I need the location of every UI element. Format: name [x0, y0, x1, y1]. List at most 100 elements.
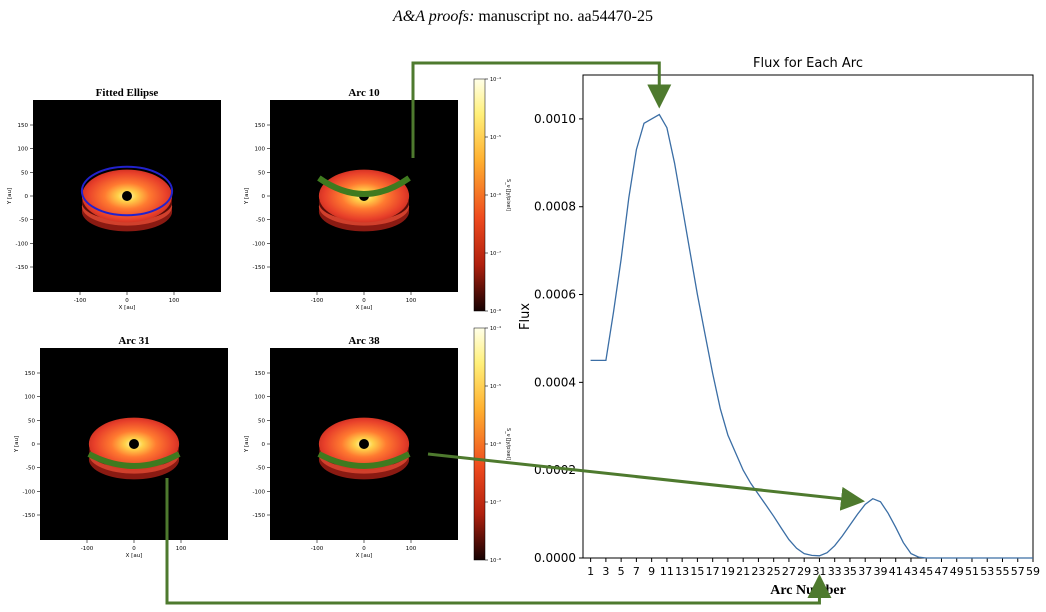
x-tick-label: 17: [706, 565, 720, 578]
x-tick-label: 47: [934, 565, 948, 578]
image-panel: Arc 38 150 100 50 0 -50 -100 -150 -100 0 100 X [au]…: [244, 335, 458, 559]
x-tick-label: 31: [812, 565, 826, 578]
y-tick-label: -150: [23, 513, 36, 519]
x-tick-label: -100: [311, 546, 324, 552]
arc-highlight: [317, 175, 411, 197]
arc-highlight: [317, 451, 411, 469]
x-tick-label: 1: [587, 565, 594, 578]
x-tick-label: -100: [311, 298, 324, 304]
x-tick-label: 0: [362, 298, 366, 304]
panel-title: Arc 10: [348, 87, 380, 99]
flux-chart: Flux for Each Arc0.00000.00020.00040.000…: [518, 56, 1040, 598]
x-axis-label: X [au]: [126, 553, 143, 559]
y-tick-label: 0.0006: [534, 288, 576, 302]
colorbar-tick-label: 10⁻⁶: [490, 193, 501, 199]
colorbar-gradient: [473, 78, 486, 312]
central-star-mask: [129, 439, 139, 449]
x-tick-label: 23: [751, 565, 765, 578]
panel-title: Arc 38: [348, 335, 380, 347]
series-line: [590, 113, 1033, 559]
colorbar-label: S_ν [Jy/pixel]: [505, 428, 511, 460]
y-tick-label: -100: [16, 241, 29, 247]
x-tick-label: 39: [873, 565, 887, 578]
x-tick-label: 100: [176, 546, 187, 552]
colorbar-tick-label: 10⁻⁴: [490, 326, 501, 332]
y-axis-label: Y [au]: [244, 188, 250, 205]
colorbar-tick-label: 10⁻⁵: [490, 384, 501, 390]
central-star-mask: [122, 191, 132, 201]
x-tick-label: 59: [1026, 565, 1040, 578]
colorbar-tick-label: 10⁻⁸: [490, 558, 501, 564]
arrow-arc38-to-secondary-peak: [427, 452, 865, 511]
y-tick-label: -50: [19, 218, 28, 224]
y-tick-label: 100: [255, 395, 266, 401]
y-tick-label: -150: [253, 265, 266, 271]
x-tick-label: 57: [1011, 565, 1025, 578]
x-axis-label: X [au]: [356, 553, 373, 559]
x-tick-label: 35: [843, 565, 857, 578]
y-tick-label: 100: [25, 395, 36, 401]
colorbar-tick-label: 10⁻⁷: [490, 500, 501, 506]
panel-title: Arc 31: [118, 335, 149, 347]
colorbar: 10⁻⁴ 10⁻⁵ 10⁻⁶ 10⁻⁷ 10⁻⁸ S_ν [Jy/pixel]: [473, 326, 511, 564]
y-tick-label: -100: [23, 489, 36, 495]
x-tick-label: 0: [125, 298, 129, 304]
x-tick-label: -100: [81, 546, 94, 552]
y-tick-label: -50: [256, 218, 265, 224]
plot-frame: [582, 74, 1034, 559]
x-tick-label: 33: [828, 565, 842, 578]
x-tick-label: 19: [721, 565, 735, 578]
y-tick-label: 150: [25, 371, 36, 377]
y-tick-label: -50: [26, 466, 35, 472]
y-tick-label: -100: [253, 489, 266, 495]
x-tick-label: 100: [169, 298, 180, 304]
x-tick-label: 25: [767, 565, 781, 578]
x-axis-label: X [au]: [356, 305, 373, 311]
x-tick-label: 29: [797, 565, 811, 578]
y-tick-label: 0: [25, 194, 29, 200]
y-tick-label: -150: [253, 513, 266, 519]
x-tick-label: 41: [889, 565, 903, 578]
colorbar-tick-label: 10⁻⁶: [490, 442, 501, 448]
image-panel: Arc 10 150 100 50 0 -50 -100 -150 -100 0 100 X [au]…: [244, 87, 458, 311]
y-tick-label: 0: [262, 442, 266, 448]
x-tick-label: 9: [648, 565, 655, 578]
y-tick-label: -100: [253, 241, 266, 247]
colorbar-gradient: [473, 327, 486, 561]
y-axis-label: Y [au]: [244, 436, 250, 453]
y-axis-label: Y [au]: [14, 436, 20, 453]
y-tick-label: 50: [28, 418, 35, 424]
x-tick-label: 13: [675, 565, 689, 578]
x-tick-label: 51: [965, 565, 979, 578]
y-tick-label: 0.0004: [534, 375, 576, 389]
y-tick-label: 50: [258, 170, 265, 176]
chart-title: Flux for Each Arc: [753, 56, 863, 71]
y-tick-label: 150: [18, 123, 29, 129]
x-tick-label: 100: [406, 546, 417, 552]
arrow-arc31-to-minimum: [165, 478, 832, 605]
y-tick-label: 0.0010: [534, 112, 576, 126]
x-tick-label: 45: [919, 565, 933, 578]
image-panel: Fitted Ellipse 150 100 50 0 -50 -100 -150 -100 0 1…: [7, 87, 221, 311]
x-tick-label: 15: [690, 565, 704, 578]
y-tick-label: 0.0008: [534, 200, 576, 214]
journal-name: A&A proofs:: [393, 8, 475, 25]
arc-highlight: [87, 451, 181, 469]
y-tick-label: 150: [255, 371, 266, 377]
colorbar-tick-label: 10⁻⁷: [490, 251, 501, 257]
y-tick-label: 150: [255, 123, 266, 129]
panel-title: Fitted Ellipse: [96, 87, 159, 99]
x-axis-label: X [au]: [119, 305, 136, 311]
y-tick-label: -50: [256, 466, 265, 472]
x-tick-label: 100: [406, 298, 417, 304]
y-tick-label: 50: [258, 418, 265, 424]
x-axis-label: Arc Number: [770, 583, 846, 598]
y-tick-label: 0: [262, 194, 266, 200]
x-tick-label: 55: [995, 565, 1009, 578]
x-tick-label: 37: [858, 565, 872, 578]
central-star-mask: [359, 439, 369, 449]
x-tick-label: 53: [980, 565, 994, 578]
y-axis-label: Flux: [518, 303, 533, 330]
fitted-ellipse: [80, 165, 174, 217]
colorbar-tick-label: 10⁻⁵: [490, 135, 501, 141]
